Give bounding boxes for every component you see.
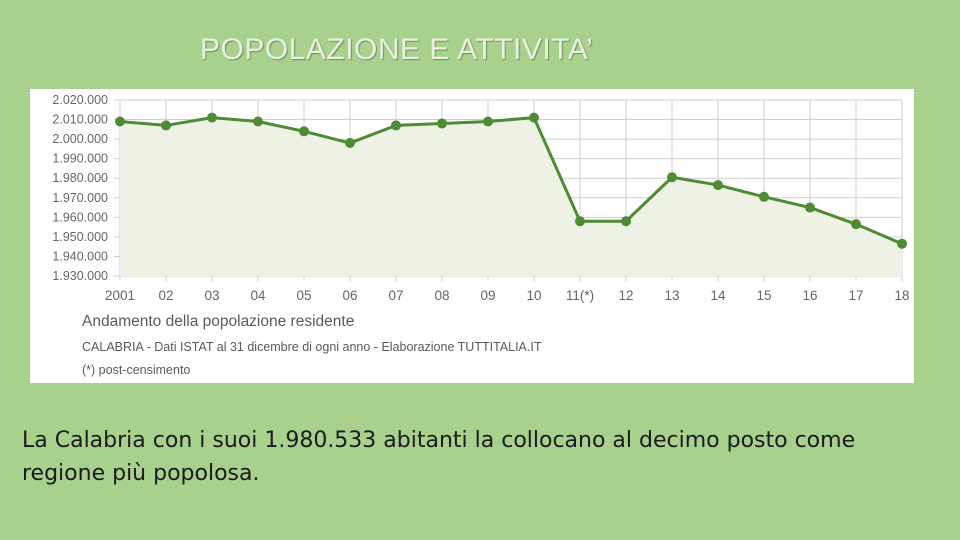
data-point [483, 116, 493, 127]
y-tick-label: 2.010.000 [52, 113, 108, 127]
x-tick-label: 05 [296, 288, 311, 303]
y-tick-label: 1.980.000 [52, 171, 108, 185]
chart-subtitle: CALABRIA - Dati ISTAT al 31 dicembre di … [82, 340, 542, 354]
data-points [115, 112, 907, 249]
x-tick-label: 08 [434, 288, 449, 303]
x-tick-label: 12 [618, 288, 633, 303]
x-tick-label: 14 [710, 288, 726, 303]
x-tick-label: 03 [204, 288, 219, 303]
data-point [345, 138, 355, 149]
data-point [437, 118, 447, 129]
x-tick-label: 04 [250, 288, 266, 303]
y-tick-label: 1.960.000 [52, 210, 108, 224]
data-point [667, 172, 677, 183]
x-tick-label: 10 [526, 288, 541, 303]
x-tick-label: 2001 [105, 288, 135, 303]
data-point [299, 126, 309, 137]
y-tick-label: 1.940.000 [52, 249, 108, 263]
data-point [713, 180, 723, 191]
x-tick-label: 09 [480, 288, 495, 303]
chart-note: (*) post-censimento [82, 363, 191, 377]
x-tick-label: 13 [664, 288, 679, 303]
data-point [529, 112, 539, 123]
data-point [207, 112, 217, 123]
data-point [621, 216, 631, 227]
x-tick-label: 18 [894, 288, 909, 303]
area-fill [120, 117, 902, 276]
data-point [253, 116, 263, 127]
data-point [391, 120, 401, 131]
x-tick-label: 02 [158, 288, 173, 303]
y-tick-label: 1.930.000 [52, 269, 108, 283]
y-tick-label: 1.970.000 [52, 191, 108, 205]
body-text: La Calabria con i suoi 1.980.533 abitant… [22, 428, 856, 486]
series-line [119, 116, 903, 246]
data-point [805, 202, 815, 213]
data-point [161, 120, 171, 131]
y-tick-label: 1.950.000 [52, 230, 108, 244]
x-tick-label: 07 [388, 288, 403, 303]
x-tick-label: 15 [756, 288, 771, 303]
x-tick-label: 11(*) [566, 288, 594, 303]
y-tick-label: 1.990.000 [52, 152, 108, 166]
x-tick-label: 17 [848, 288, 863, 303]
y-tick-label: 2.020.000 [52, 93, 108, 107]
y-tick-labels: 1.930.000 1.940.000 1.950.000 1.960.000 1.97… [52, 93, 108, 283]
x-tick-labels: 2001 02 03 04 05 06 07 08 09 10 11(*) 12 13 14 15 16 17 1… [105, 288, 910, 303]
data-point [575, 216, 585, 227]
chart-panel: 1.930.000 1.940.000 1.950.000 1.960.000 1.97… [30, 89, 914, 383]
data-point [759, 191, 769, 202]
population-chart: 1.930.000 1.940.000 1.950.000 1.960.000 1.97… [52, 93, 910, 303]
x-tick-label: 06 [342, 288, 357, 303]
x-tick-label: 16 [802, 288, 817, 303]
data-point [897, 238, 907, 249]
y-tick-label: 2.000.000 [52, 132, 108, 146]
chart-title: Andamento della popolazione residente [82, 313, 355, 330]
data-point [851, 219, 861, 230]
slide-title: POPOLAZIONE E ATTIVITA’ [200, 33, 594, 66]
data-point [115, 116, 125, 127]
